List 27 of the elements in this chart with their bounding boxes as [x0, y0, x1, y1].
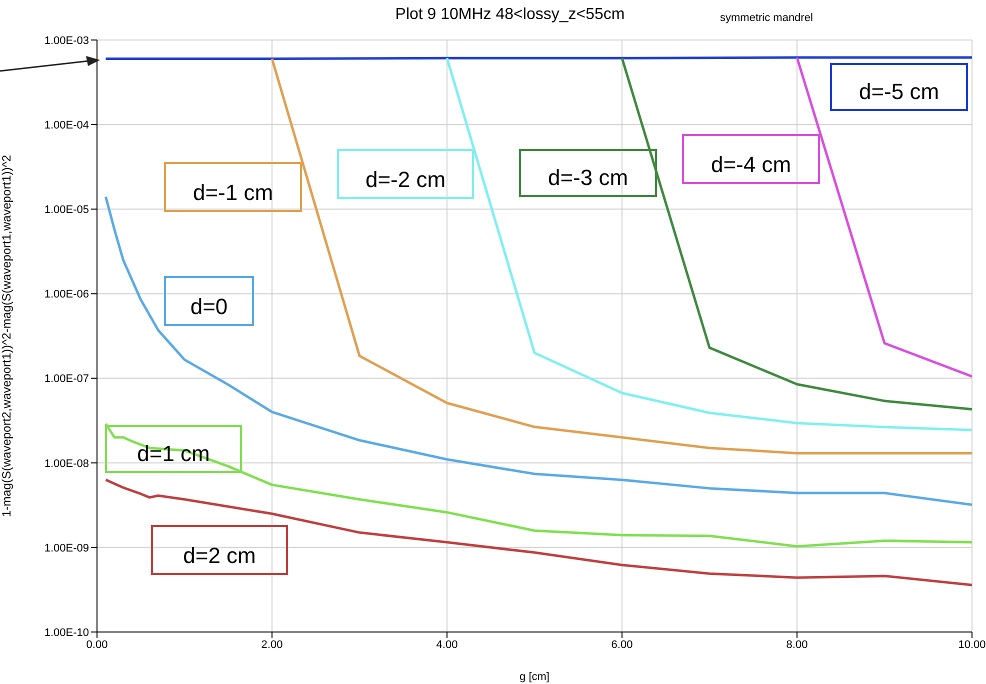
y-tick-label: 1.00E-07: [44, 373, 89, 386]
series-label: d=2 cm: [151, 525, 288, 575]
x-tick-label: 4.00: [436, 638, 458, 651]
y-tick-label: 1.00E-04: [44, 119, 89, 132]
series-label: d=-5 cm: [830, 63, 968, 111]
y-axis-title: 1-mag(S(waveport2,waveport1))^2-mag(S(waveport1,waveport1))^2: [0, 154, 14, 518]
x-tick-label: 0.00: [86, 638, 108, 651]
x-tick-label: 8.00: [786, 638, 808, 651]
x-tick-label: 2.00: [261, 638, 283, 651]
y-tick-label: 1.00E-06: [44, 288, 89, 301]
series-label: d=0: [164, 276, 254, 326]
chart-subtitle: symmetric mandrel: [720, 12, 813, 24]
series-label: d=-1 cm: [164, 162, 302, 212]
y-tick-label: 1.00E-09: [44, 542, 89, 554]
line-series: [104, 422, 972, 548]
chart-title: Plot 9 10MHz 48<lossy_z<55cm: [395, 6, 625, 23]
series-label: d=-4 cm: [682, 134, 820, 184]
x-tick-label: 10.00: [958, 638, 986, 651]
x-tick-label: 6.00: [611, 638, 633, 651]
series-label: d=-2 cm: [337, 149, 474, 199]
y-tick-label: 1.00E-08: [44, 458, 89, 470]
x-axis-title: g [cm]: [520, 671, 550, 683]
line-series: [104, 478, 972, 586]
y-tick-label: 1.00E-10: [44, 626, 89, 639]
y-tick-label: 1.00E-03: [44, 34, 89, 47]
series-label: d=-3 cm: [519, 149, 657, 197]
y-tick-label: 1.00E-05: [44, 204, 89, 216]
